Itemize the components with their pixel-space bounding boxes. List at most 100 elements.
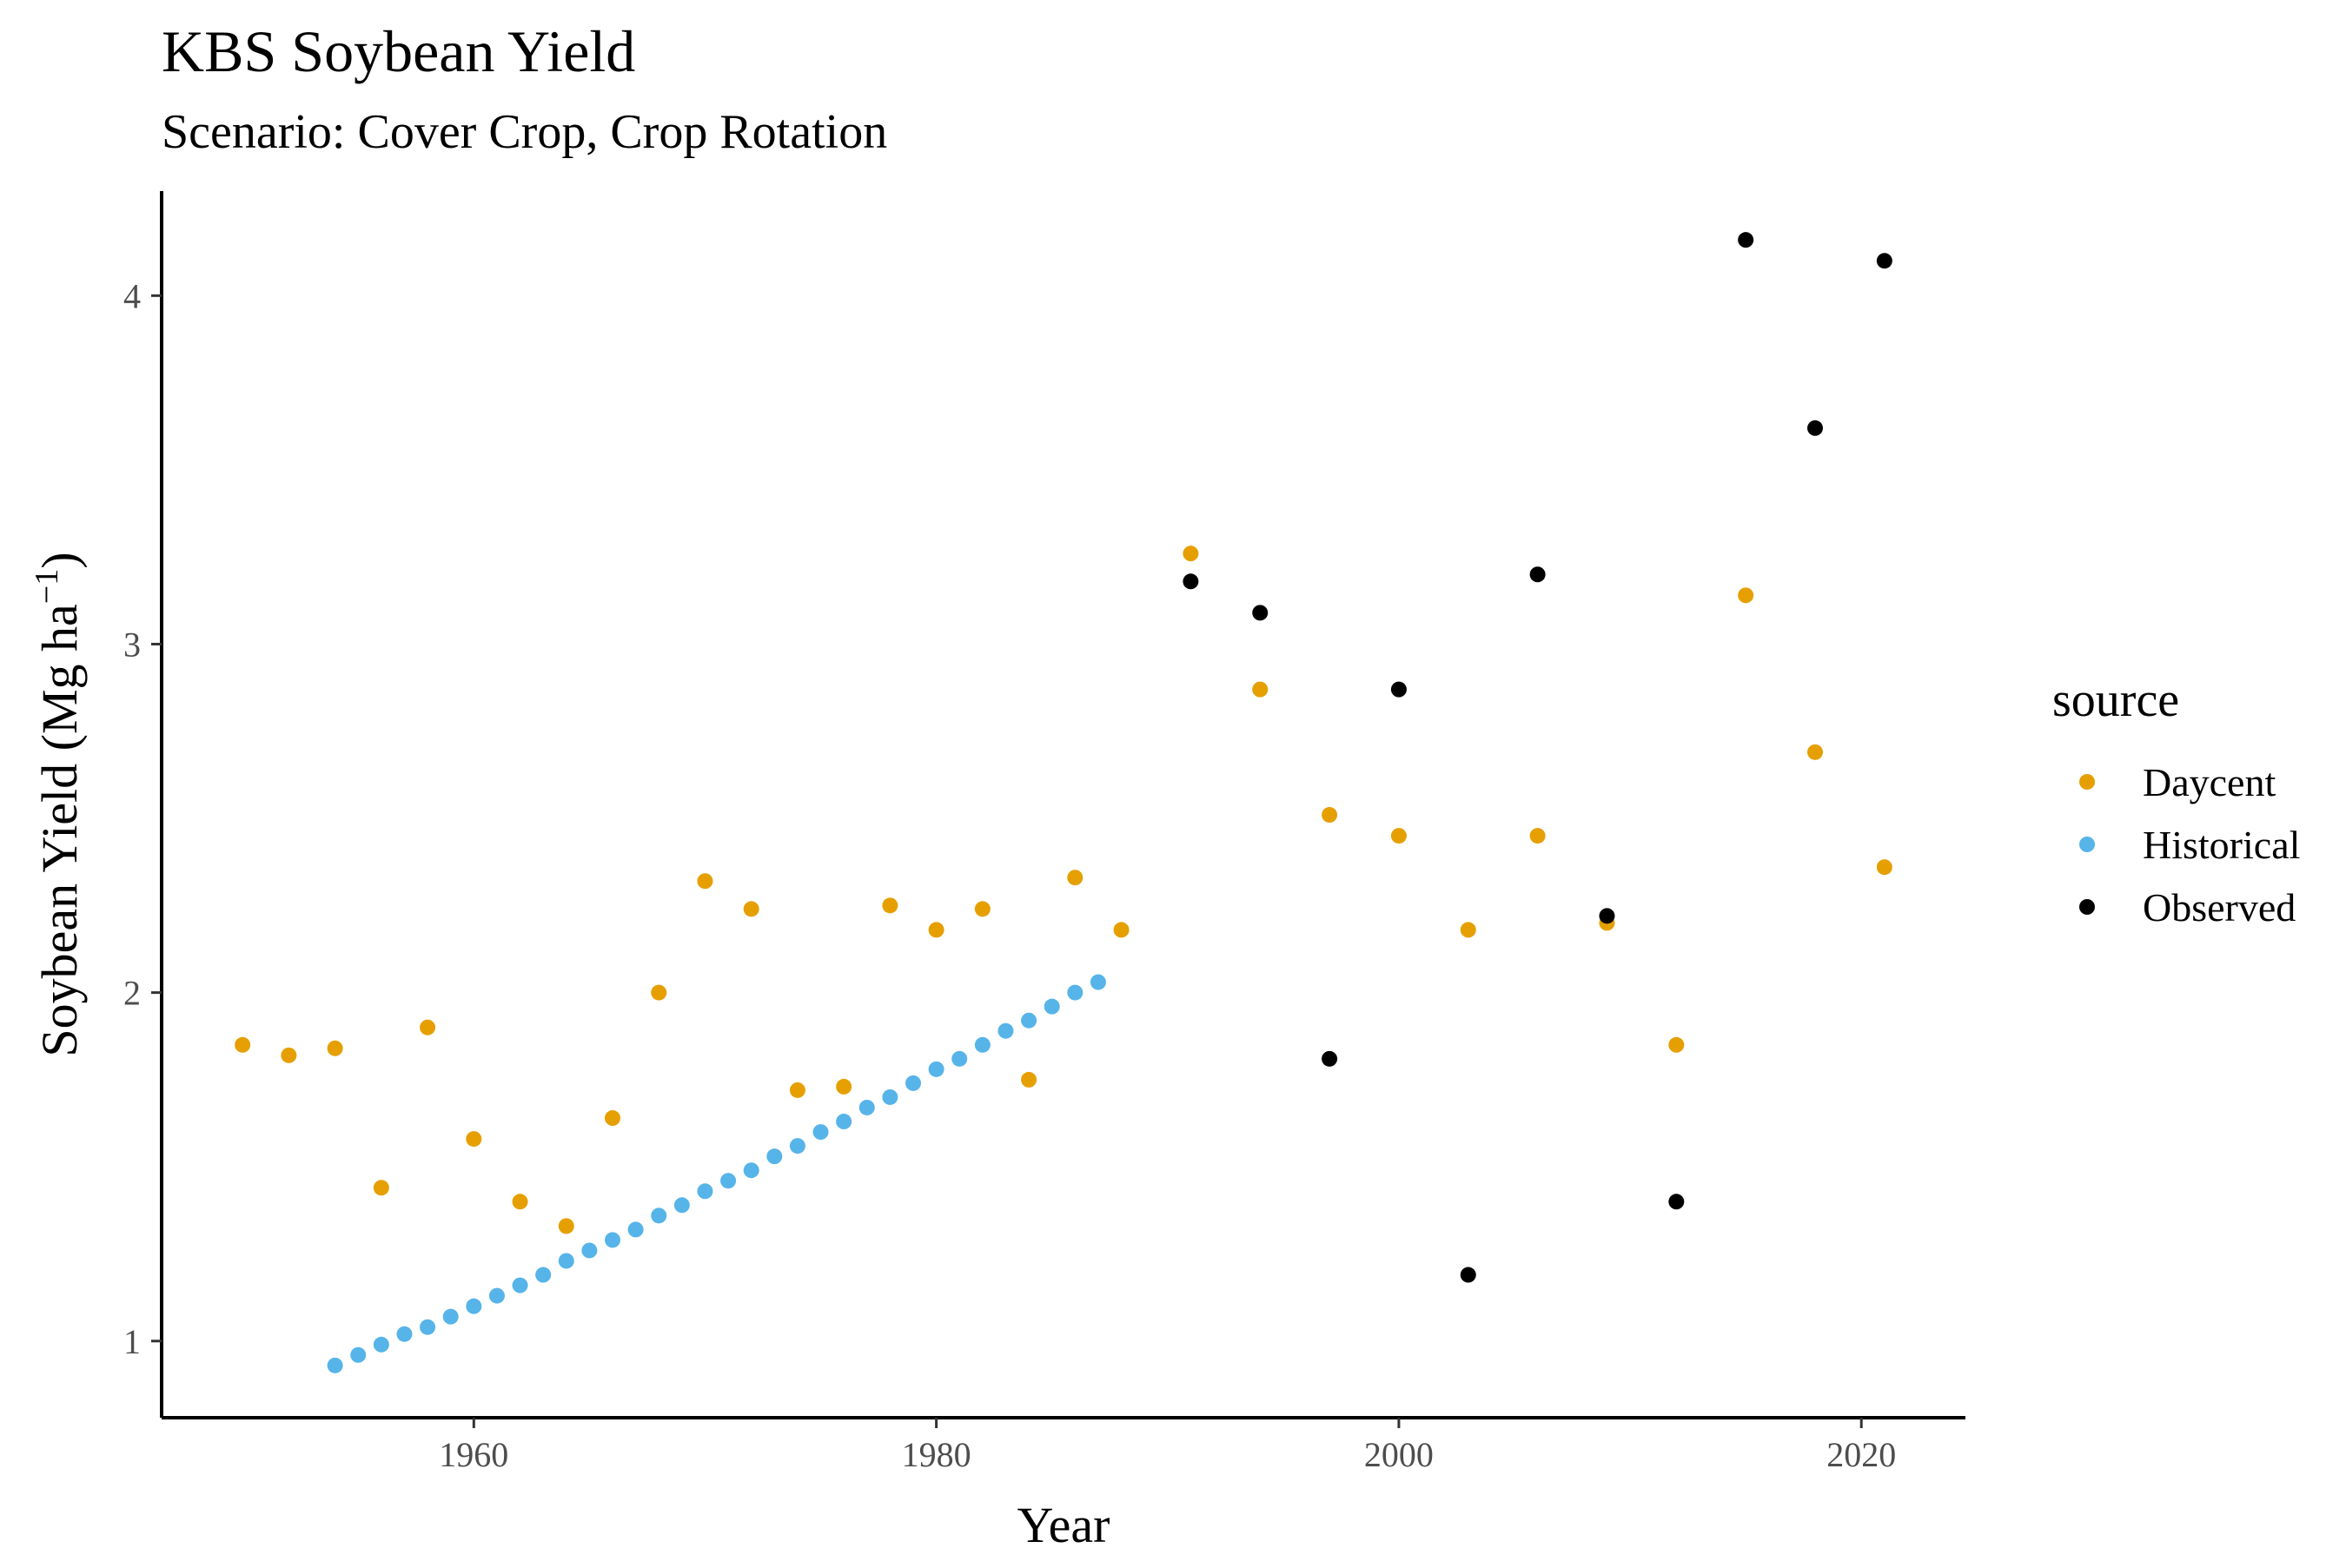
data-point [1668,1194,1685,1210]
data-point [1322,807,1338,824]
y-tick-label: 4 [123,276,141,315]
legend-label-historical: Historical [2143,823,2300,867]
data-point [882,1088,898,1105]
data-point [1322,1050,1338,1067]
legend-label-daycent: Daycent [2143,760,2276,804]
data-point [1021,1012,1037,1029]
data-point [1113,922,1130,938]
data-point [1044,998,1060,1015]
x-tick-label: 1980 [902,1435,971,1474]
data-point [1021,1071,1037,1088]
data-point [1807,744,1823,760]
data-point [836,1078,852,1095]
legend-label-observed: Observed [2143,885,2296,930]
data-point [766,1148,783,1165]
data-point [928,922,944,938]
data-point [1390,681,1407,698]
data-point [1460,922,1476,938]
data-point [789,1082,805,1098]
data-point [697,873,713,890]
data-point [1668,1036,1685,1053]
data-point [1252,605,1269,621]
data-point [789,1138,805,1154]
data-point [928,1061,944,1077]
legend-key-historical [2079,837,2095,852]
legend-key-observed [2079,899,2095,915]
data-point [720,1173,737,1189]
data-point [420,1019,436,1035]
data-point [1183,546,1199,562]
data-point [1252,681,1269,698]
y-tick-label: 2 [123,974,141,1013]
data-point [558,1253,574,1269]
x-axis-title: Year [1017,1497,1110,1553]
chart-title: KBS Soybean Yield [162,18,635,84]
data-point [1390,828,1407,844]
data-point [350,1346,367,1363]
series-historical [327,974,1106,1373]
data-point [1876,859,1892,876]
data-point [396,1326,413,1342]
data-point [512,1194,528,1210]
data-point [651,984,667,1001]
data-point [836,1114,852,1130]
data-point [558,1218,574,1234]
data-point [1807,420,1823,436]
series-daycent [235,546,1892,1234]
data-point [327,1357,343,1373]
x-tick-label: 2000 [1364,1435,1434,1474]
data-point [581,1242,598,1259]
data-point [858,1099,875,1115]
x-tick-label: 2020 [1826,1435,1896,1474]
data-point [673,1197,690,1214]
data-point [1529,566,1546,583]
data-point [905,1075,921,1091]
plot-area [235,232,1892,1373]
data-point [882,897,898,914]
data-point [651,1207,667,1224]
data-point [974,901,991,917]
data-point [605,1232,620,1248]
legend-title: source [2052,673,2179,727]
data-point [951,1050,968,1067]
data-point [1876,253,1892,269]
data-point [1090,974,1106,990]
data-point [974,1036,991,1053]
chart-subtitle: Scenario: Cover Crop, Crop Rotation [162,105,887,159]
axes: 1960 1980 2000 2020 1 2 3 4 [123,191,1965,1474]
x-tick-label: 1960 [439,1435,508,1474]
data-point [281,1047,297,1063]
data-point [327,1040,343,1056]
data-point [605,1110,620,1127]
data-point [488,1287,505,1304]
data-point [466,1298,482,1314]
data-point [743,901,759,917]
data-point [743,1162,759,1179]
data-point [1460,1267,1476,1283]
y-tick-label: 3 [123,625,141,664]
data-point [627,1221,644,1238]
data-point [697,1183,713,1200]
data-point [1529,828,1546,844]
data-point [812,1124,829,1141]
y-axis-title-main: Soybean Yield (Mg ha [31,604,88,1056]
data-point [442,1308,459,1325]
data-point [235,1036,251,1053]
data-point [1183,573,1199,590]
y-tick-label: 1 [123,1322,141,1361]
data-point [1738,587,1754,604]
data-point [373,1180,389,1196]
data-point [512,1277,528,1293]
series-observed [1183,232,1892,1283]
data-point [997,1022,1014,1039]
data-point [373,1336,389,1353]
data-point [466,1131,482,1148]
legend-key-daycent [2079,774,2095,790]
y-axis-title-superscript: −1 [29,569,65,604]
data-point [1067,870,1084,886]
y-axis-title-close: ) [31,552,88,568]
data-point [535,1267,552,1283]
data-point [1738,232,1754,248]
data-point [1067,984,1084,1001]
